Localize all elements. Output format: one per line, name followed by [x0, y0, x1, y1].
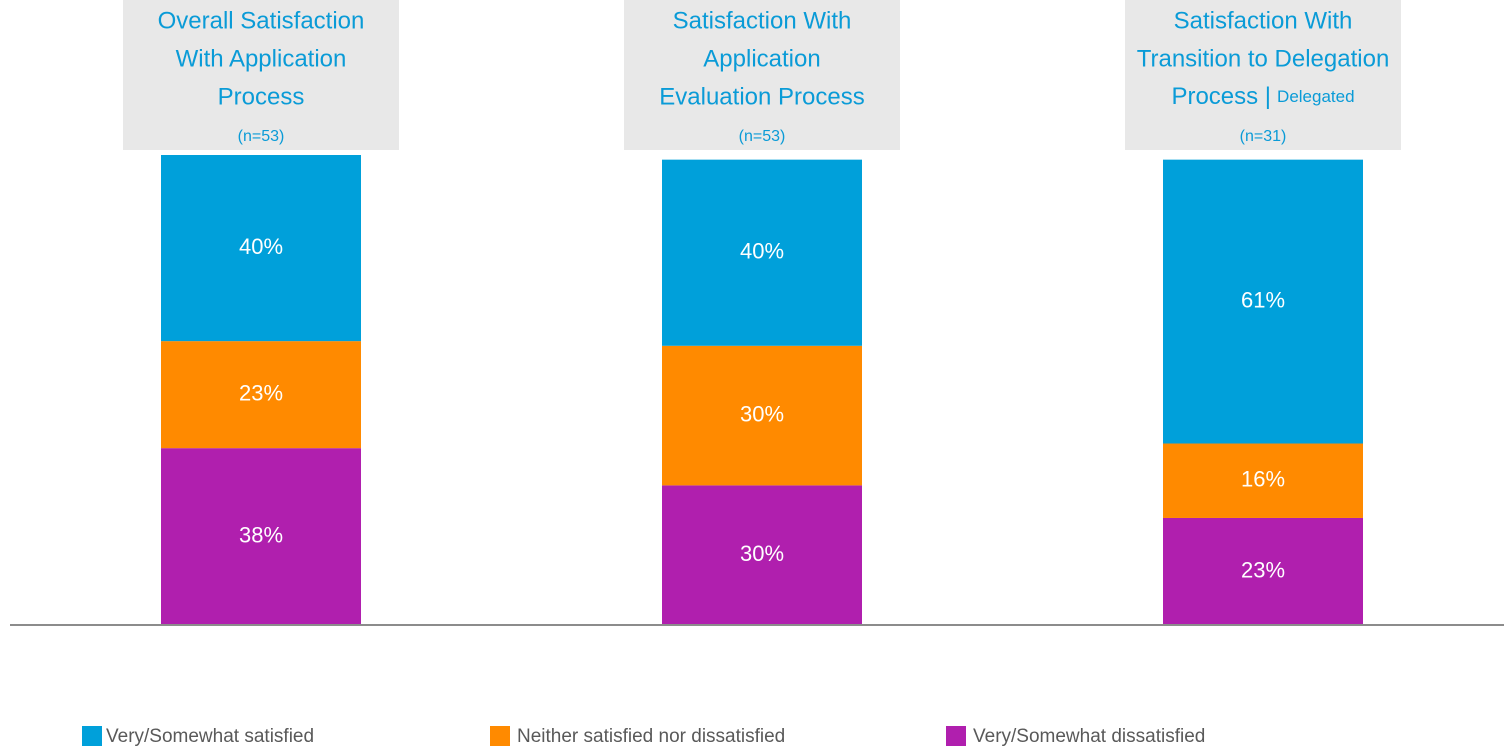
header-box — [1125, 0, 1401, 150]
category-tag: Delegated — [1277, 87, 1355, 106]
data-label: 40% — [740, 239, 784, 264]
header-box — [624, 0, 900, 150]
category-label: Process | Delegated — [1171, 83, 1354, 110]
category-label-line: Process | — [1171, 83, 1271, 110]
data-label: 61% — [1241, 287, 1285, 312]
data-label: 40% — [239, 234, 283, 259]
header-box — [123, 0, 399, 150]
sample-size: (n=53) — [739, 128, 786, 145]
data-label: 30% — [740, 541, 784, 566]
bar-segment — [161, 448, 361, 625]
legend-swatch — [490, 726, 510, 746]
category-label: With Application — [176, 45, 347, 72]
legend-label: Very/Somewhat satisfied — [106, 726, 314, 747]
bar-segment — [662, 485, 862, 625]
bar-segment — [1163, 517, 1363, 625]
data-label: 23% — [239, 380, 283, 405]
bar-segment — [662, 159, 862, 346]
legend-label: Neither satisfied nor dissatisfied — [517, 726, 785, 747]
bar-segment — [161, 155, 361, 342]
category-label: Satisfaction With — [673, 7, 852, 34]
legend-swatch — [946, 726, 966, 746]
bar-segment — [161, 341, 361, 449]
data-label: 16% — [1241, 467, 1285, 492]
sample-size: (n=53) — [238, 128, 285, 145]
category-label: Application — [703, 45, 820, 72]
data-label: 23% — [1241, 557, 1285, 582]
category-label: Process — [218, 83, 305, 110]
bar-segment — [1163, 443, 1363, 518]
category-label: Satisfaction With — [1174, 7, 1353, 34]
data-label: 38% — [239, 522, 283, 547]
sample-size: (n=31) — [1240, 128, 1287, 145]
legend-swatch — [82, 726, 102, 746]
data-label: 30% — [740, 401, 784, 426]
bar-segment — [662, 345, 862, 486]
category-label: Transition to Delegation — [1137, 45, 1390, 72]
category-label: Evaluation Process — [659, 83, 864, 110]
bar-segment — [1163, 159, 1363, 444]
legend-label: Very/Somewhat dissatisfied — [973, 726, 1205, 747]
category-label: Overall Satisfaction — [158, 7, 365, 34]
